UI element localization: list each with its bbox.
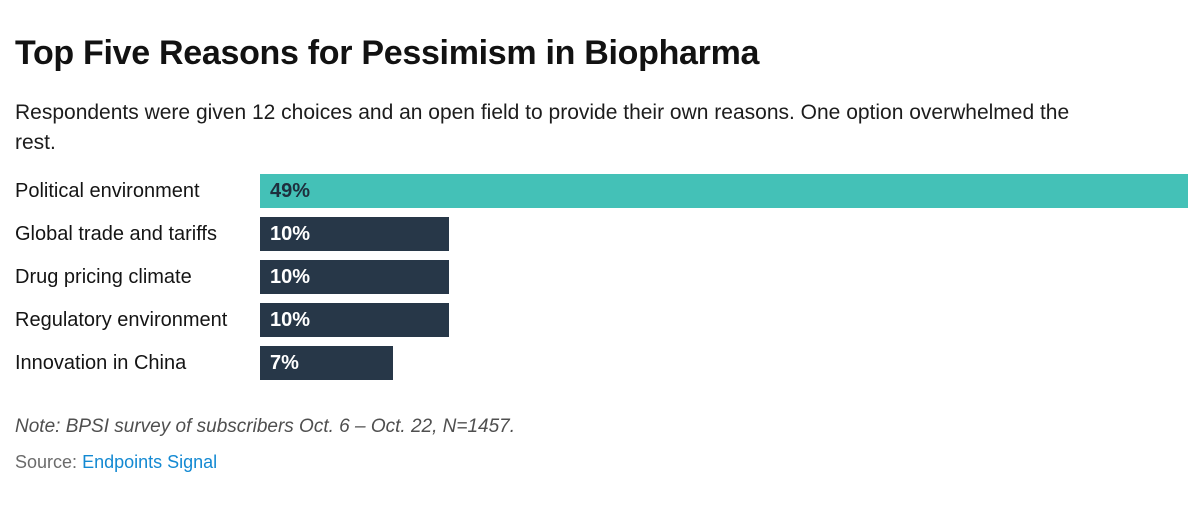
value-label: 10% — [270, 265, 311, 288]
bar-track: 10% — [260, 260, 1188, 294]
bar-track: 10% — [260, 217, 1188, 251]
category-label: Drug pricing climate — [15, 266, 192, 288]
bar: 7% — [260, 346, 393, 380]
chart-subtitle: Respondents were given 12 choices and an… — [15, 101, 1070, 154]
category-label: Regulatory environment — [15, 309, 228, 331]
chart-row: Political environment 49% — [15, 174, 1188, 208]
chart-row: Innovation in China 7% — [15, 346, 1188, 380]
chart-row: Regulatory environment 10% — [15, 303, 1188, 337]
chart-row: Global trade and tariffs 10% — [15, 217, 1188, 251]
value-label: 7% — [270, 351, 299, 374]
bar: 10% — [260, 303, 450, 337]
chart-note: Note: BPSI survey of subscribers Oct. 6 … — [15, 416, 516, 437]
chart-row: Drug pricing climate 10% — [15, 260, 1188, 294]
source-link[interactable]: Endpoints Signal — [82, 452, 218, 472]
chart-footer: Note: BPSI survey of subscribers Oct. 6 … — [15, 416, 1188, 473]
category-label: Global trade and tariffs — [15, 223, 217, 245]
bar: 49% — [260, 174, 1188, 208]
value-label: 10% — [270, 308, 311, 331]
source-line: Source: Endpoints Signal — [15, 452, 1188, 473]
bar-chart: Political environment 49% Global trade and… — [15, 174, 1188, 380]
value-label: 10% — [270, 222, 311, 245]
page-title: Top Five Reasons for Pessimism in Biopha… — [15, 34, 760, 72]
category-label: Political environment — [15, 180, 200, 202]
bar: 10% — [260, 217, 450, 251]
value-label: 49% — [270, 179, 311, 202]
bar-track: 49% — [260, 174, 1188, 208]
bar: 10% — [260, 260, 450, 294]
source-label: Source: — [15, 452, 78, 472]
category-label: Innovation in China — [15, 352, 187, 374]
bar-track: 7% — [260, 346, 1188, 380]
bar-track: 10% — [260, 303, 1188, 337]
